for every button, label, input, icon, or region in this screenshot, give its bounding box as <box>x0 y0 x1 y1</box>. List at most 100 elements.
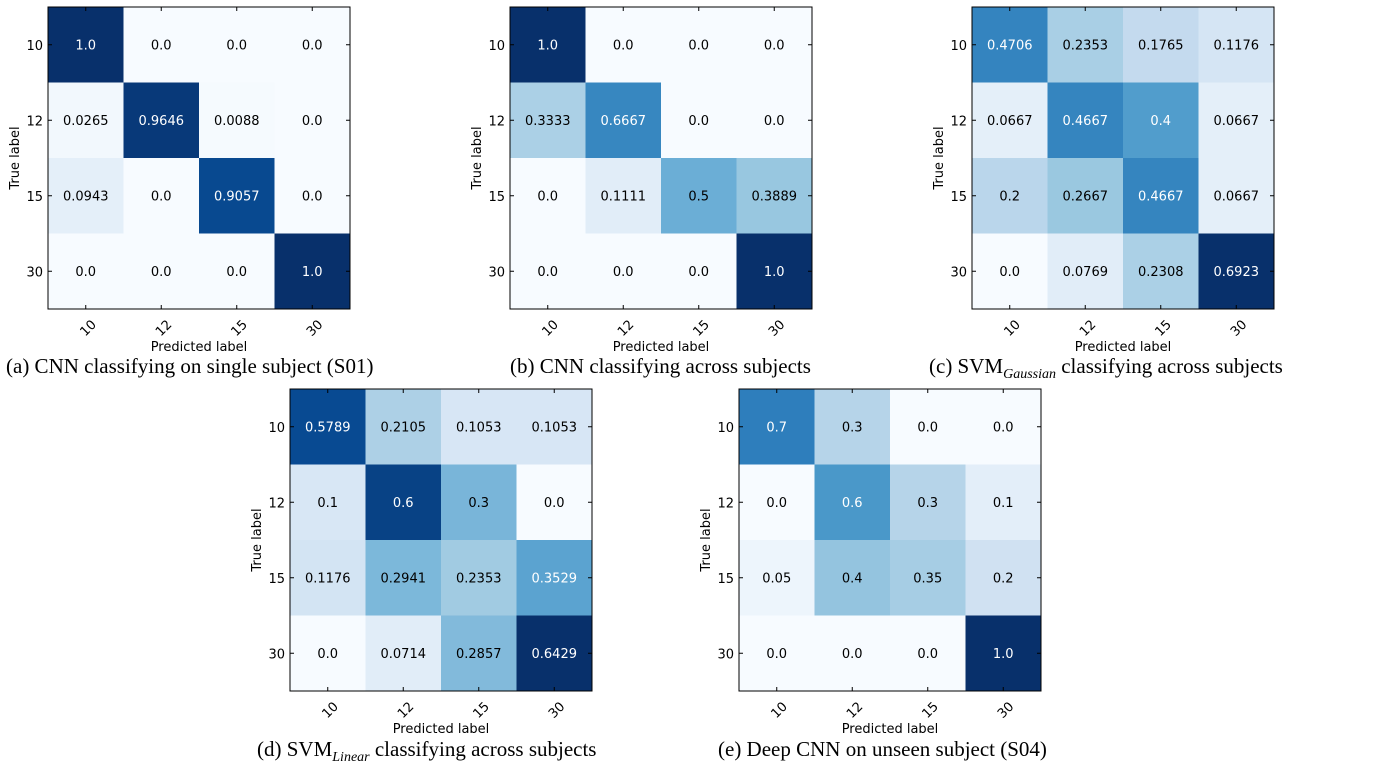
cell-label-c-r1-c3: 0.0667 <box>1214 114 1260 129</box>
cell-d-r0-c1 <box>365 389 441 465</box>
cell-b-r2-c3 <box>736 158 812 234</box>
cell-b-r0-c3 <box>736 7 812 83</box>
cell-label-b-r3-c2: 0.0 <box>688 265 709 280</box>
cell-label-e-r2-c2: 0.35 <box>913 571 942 586</box>
y-tick-label-d-2: 15 <box>268 572 285 587</box>
cell-label-b-r0-c1: 0.0 <box>613 38 634 53</box>
cell-b-r0-c2 <box>661 7 737 83</box>
y-axis-label-c: True label <box>932 126 947 190</box>
x-tick-label-b-3: 30 <box>766 317 788 339</box>
cell-label-a-r3-c2: 0.0 <box>226 265 247 280</box>
cell-c-r1-c0 <box>972 82 1048 158</box>
cell-c-r2-c2 <box>1123 158 1199 234</box>
cell-d-r1-c0 <box>290 464 366 540</box>
caption-c-prefix: (c) SVM <box>929 354 1004 378</box>
cell-label-c-r3-c2: 0.2308 <box>1138 265 1184 280</box>
y-axis-label-a: True label <box>8 126 23 190</box>
cell-a-r0-c3 <box>274 7 350 83</box>
y-tick-label-b-1: 12 <box>488 114 505 129</box>
cell-c-r3-c2 <box>1123 233 1199 309</box>
confusion-matrix-e: 0.7 0.3 0.0 0.0 0.0 0.6 0.3 0.1 0.05 0.4 0.35 0.2 0.… <box>699 388 1042 737</box>
cell-d-r1-c3 <box>516 464 592 540</box>
caption-e: (e) Deep CNN on unseen subject (S04) <box>718 739 1047 760</box>
cell-label-a-r1-c2: 0.0088 <box>214 114 260 129</box>
caption-a-text: (a) CNN classifying on single subject (S… <box>6 354 374 378</box>
x-axis-label-d: Predicted label <box>393 722 490 737</box>
cell-e-r0-c2 <box>890 389 966 465</box>
cell-label-e-r3-c3: 1.0 <box>993 647 1014 662</box>
x-tick-label-e-0: 10 <box>768 699 790 721</box>
cell-label-a-r2-c0: 0.0943 <box>63 189 109 204</box>
caption-d-prefix: (d) SVM <box>257 737 333 761</box>
cell-label-d-r1-c3: 0.0 <box>544 496 565 511</box>
cell-label-c-r2-c0: 0.2 <box>999 189 1020 204</box>
cell-e-r2-c3 <box>965 540 1041 616</box>
caption-c: (c) SVMGaussian classifying across subje… <box>929 356 1283 382</box>
cell-d-r0-c2 <box>441 389 517 465</box>
caption-c-suffix: classifying across subjects <box>1055 354 1283 378</box>
cell-d-r1-c1 <box>365 464 441 540</box>
cell-d-r3-c0 <box>290 615 366 691</box>
x-axis-label-b: Predicted label <box>613 340 710 355</box>
cell-d-r2-c3 <box>516 540 592 616</box>
cell-label-a-r2-c2: 0.9057 <box>214 189 260 204</box>
cell-e-r2-c1 <box>814 540 890 616</box>
cell-label-b-r0-c0: 1.0 <box>537 38 558 53</box>
y-tick-label-e-1: 12 <box>717 496 734 511</box>
cell-d-r0-c3 <box>516 389 592 465</box>
confusion-matrix-b: 1.0 0.0 0.0 0.0 0.3333 0.6667 0.0 0.0 0.0 0.1111 0… <box>470 6 813 355</box>
x-tick-label-c-3: 30 <box>1228 317 1250 339</box>
x-tick-label-a-3: 30 <box>304 317 326 339</box>
cell-b-r3-c2 <box>661 233 737 309</box>
cell-c-r0-c0 <box>972 7 1048 83</box>
cell-label-c-r3-c1: 0.0769 <box>1063 265 1109 280</box>
y-tick-label-d-1: 12 <box>268 496 285 511</box>
cell-b-r1-c1 <box>585 82 661 158</box>
cell-label-c-r3-c0: 0.0 <box>999 265 1020 280</box>
caption-b: (b) CNN classifying across subjects <box>510 356 811 377</box>
cell-c-r0-c1 <box>1047 7 1123 83</box>
cell-label-d-r2-c1: 0.2941 <box>381 571 427 586</box>
x-tick-label-a-2: 15 <box>228 317 250 339</box>
y-tick-label-e-3: 30 <box>717 647 734 662</box>
cell-label-b-r2-c1: 0.1111 <box>601 189 647 204</box>
cell-label-b-r3-c0: 0.0 <box>537 265 558 280</box>
x-tick-label-d-1: 12 <box>395 699 417 721</box>
caption-a: (a) CNN classifying on single subject (S… <box>6 356 373 377</box>
cell-c-r1-c2 <box>1123 82 1199 158</box>
y-tick-label-c-1: 12 <box>950 114 967 129</box>
cell-label-b-r1-c2: 0.0 <box>688 114 709 129</box>
cell-a-r3-c1 <box>123 233 199 309</box>
cell-a-r1-c0 <box>48 82 124 158</box>
cell-b-r0-c1 <box>585 7 661 83</box>
x-tick-label-e-3: 30 <box>995 699 1017 721</box>
cell-d-r3-c3 <box>516 615 592 691</box>
cell-b-r3-c3 <box>736 233 812 309</box>
cell-a-r3-c0 <box>48 233 124 309</box>
cell-e-r3-c1 <box>814 615 890 691</box>
cell-e-r1-c1 <box>814 464 890 540</box>
y-tick-label-b-3: 30 <box>488 265 505 280</box>
cell-label-d-r3-c3: 0.6429 <box>532 647 578 662</box>
cell-label-e-r1-c3: 0.1 <box>993 496 1014 511</box>
cell-label-b-r1-c1: 0.6667 <box>601 114 647 129</box>
cell-b-r0-c0 <box>510 7 586 83</box>
y-tick-label-d-0: 10 <box>268 421 285 436</box>
cell-label-c-r1-c0: 0.0667 <box>987 114 1033 129</box>
x-tick-label-b-2: 15 <box>690 317 712 339</box>
cell-label-d-r1-c0: 0.1 <box>317 496 338 511</box>
y-tick-label-e-2: 15 <box>717 572 734 587</box>
cell-label-c-r2-c1: 0.2667 <box>1063 189 1109 204</box>
cell-label-a-r0-c3: 0.0 <box>302 38 323 53</box>
cell-label-a-r1-c0: 0.0265 <box>63 114 109 129</box>
matrix-frame-c <box>971 6 1275 310</box>
cell-label-e-r0-c1: 0.3 <box>842 420 863 435</box>
cell-label-b-r3-c1: 0.0 <box>613 265 634 280</box>
cell-label-b-r2-c0: 0.0 <box>537 189 558 204</box>
x-tick-label-c-1: 12 <box>1077 317 1099 339</box>
x-axis-label-c: Predicted label <box>1075 340 1172 355</box>
cell-label-d-r0-c1: 0.2105 <box>381 420 427 435</box>
cell-label-e-r3-c0: 0.0 <box>766 647 787 662</box>
cell-label-e-r3-c1: 0.0 <box>842 647 863 662</box>
cell-label-d-r3-c1: 0.0714 <box>381 647 427 662</box>
